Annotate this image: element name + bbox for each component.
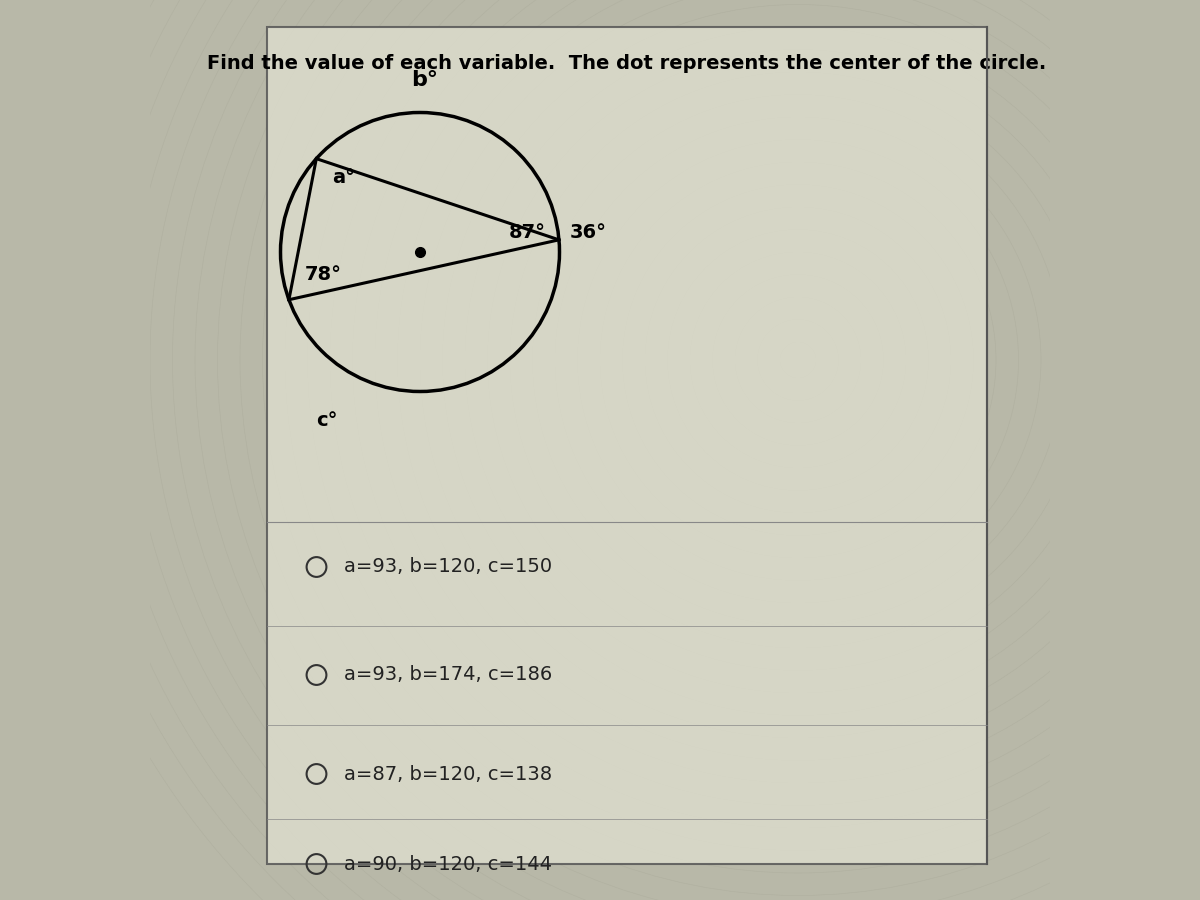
Text: b°: b°	[410, 70, 438, 90]
Text: a°: a°	[332, 167, 355, 186]
Text: a=87, b=120, c=138: a=87, b=120, c=138	[343, 764, 552, 784]
Text: 78°: 78°	[305, 265, 342, 284]
Text: 36°: 36°	[570, 223, 607, 242]
Text: c°: c°	[317, 411, 338, 430]
Text: Find the value of each variable.  The dot represents the center of the circle.: Find the value of each variable. The dot…	[208, 54, 1046, 73]
Text: a=93, b=174, c=186: a=93, b=174, c=186	[343, 665, 552, 685]
Text: a=93, b=120, c=150: a=93, b=120, c=150	[343, 557, 552, 577]
Text: 87°: 87°	[509, 223, 546, 242]
Text: a=90, b=120, c=144: a=90, b=120, c=144	[343, 854, 552, 874]
FancyBboxPatch shape	[266, 27, 986, 864]
